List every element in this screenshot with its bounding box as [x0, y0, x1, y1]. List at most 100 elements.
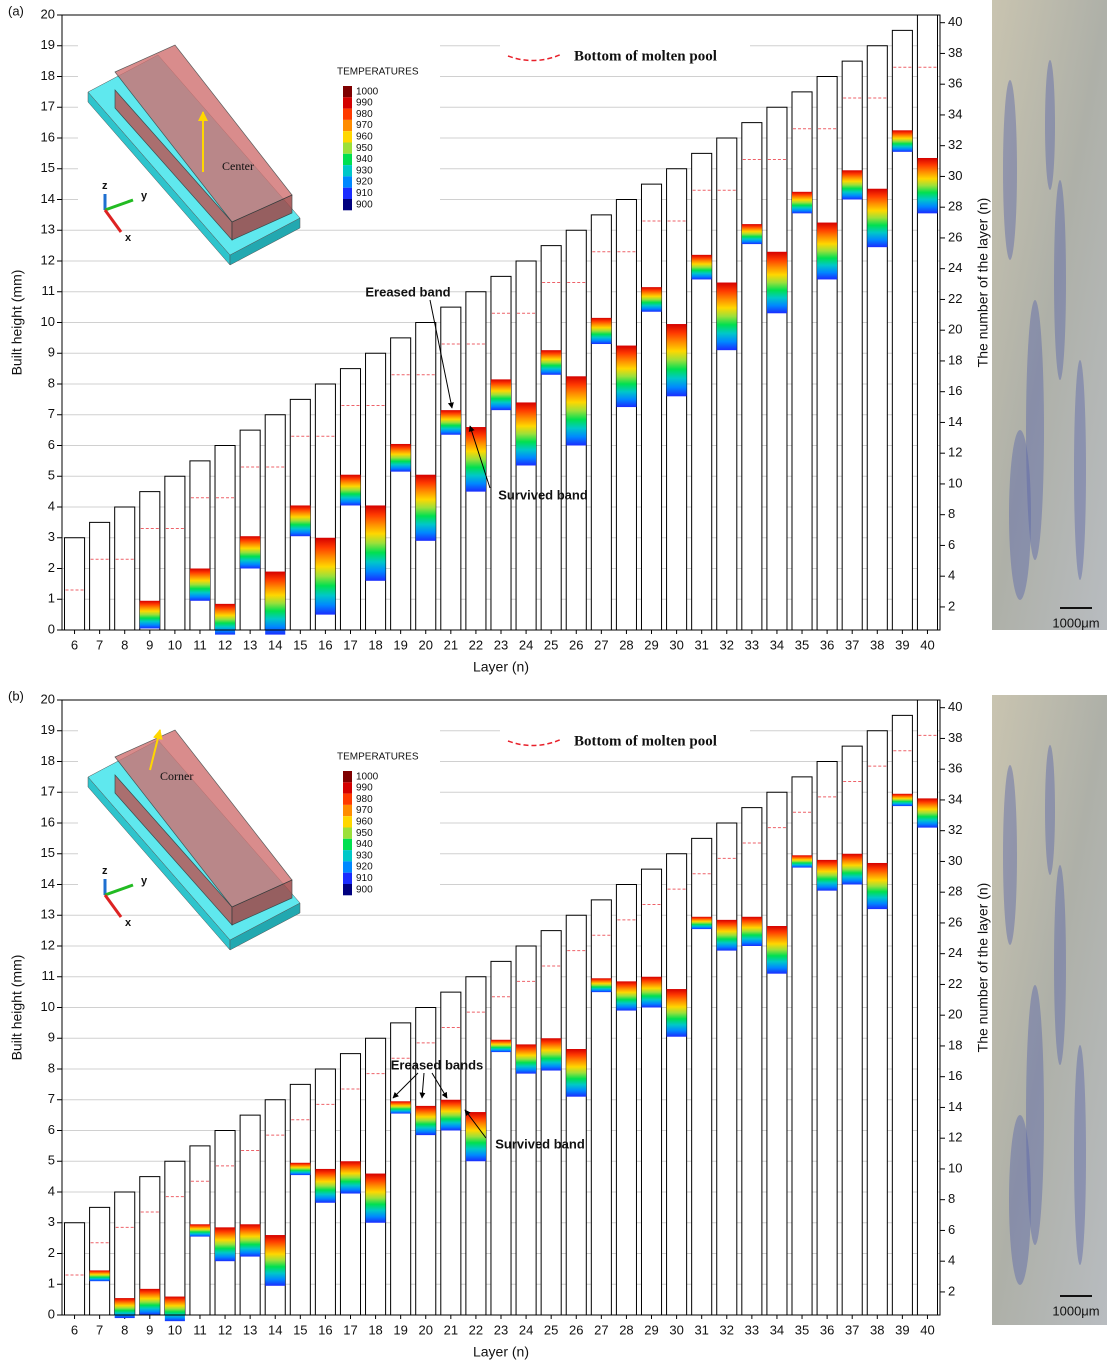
- temperature-band: [366, 505, 386, 580]
- y2-tick-label: 20: [948, 1007, 962, 1022]
- bar: [767, 107, 787, 630]
- colorbar-swatch: [343, 816, 352, 827]
- y2-tick-label: 2: [948, 598, 955, 613]
- y2-tick-label: 40: [948, 699, 962, 714]
- y-tick-label: 11: [42, 968, 56, 983]
- x-tick-label: 19: [393, 637, 407, 652]
- temperature-band: [366, 1174, 386, 1223]
- y2-tick-label: 4: [948, 1253, 955, 1268]
- colorbar-swatch: [343, 839, 352, 850]
- x-tick-label: 11: [193, 1322, 207, 1337]
- x-tick-label: 12: [218, 1322, 232, 1337]
- x-tick-label: 20: [419, 1322, 433, 1337]
- y2-tick-label: 34: [948, 106, 962, 121]
- x-tick-label: 18: [368, 637, 382, 652]
- temperature-band: [817, 860, 837, 891]
- x-tick-label: 30: [669, 1322, 683, 1337]
- y-tick-label: 13: [41, 222, 55, 237]
- y2-tick-label: 28: [948, 884, 962, 899]
- colorbar-label: 900: [356, 199, 373, 210]
- axis-label: x: [125, 917, 132, 929]
- temperature-band: [491, 1040, 511, 1052]
- micrograph-grain: [1074, 360, 1086, 580]
- x-tick-label: 27: [594, 1322, 608, 1337]
- temperature-band: [842, 170, 862, 199]
- temperature-band: [591, 978, 611, 992]
- y-tick-label: 14: [41, 191, 55, 206]
- colorbar-swatch: [343, 861, 352, 872]
- bar: [441, 307, 461, 630]
- temperature-band: [667, 324, 687, 396]
- y-tick-label: 2: [48, 560, 55, 575]
- y-tick-label: 12: [41, 252, 55, 267]
- bar: [792, 92, 812, 630]
- y-tick-label: 19: [41, 722, 55, 737]
- y-tick-label: 5: [48, 1153, 55, 1168]
- y2-tick-label: 34: [948, 791, 962, 806]
- y2-tick-label: 16: [948, 383, 962, 398]
- colorbar-label: 970: [356, 120, 373, 131]
- bar: [692, 153, 712, 630]
- x-tick-label: 17: [343, 1322, 357, 1337]
- y-tick-label: 3: [48, 529, 55, 544]
- y2-tick-label: 32: [948, 822, 962, 837]
- micrograph-grain: [1045, 745, 1055, 875]
- y-tick-label: 5: [48, 468, 55, 483]
- colorbar-swatch: [343, 771, 352, 782]
- y2-tick-label: 4: [948, 568, 955, 583]
- colorbar-label: 950: [356, 828, 373, 839]
- y-tick-label: 3: [48, 1214, 55, 1229]
- y2-tick-label: 38: [948, 730, 962, 745]
- x-tick-label: 34: [770, 637, 784, 652]
- micrograph-grain: [1009, 1115, 1031, 1285]
- temperature-band: [717, 920, 737, 951]
- temperature-band: [616, 981, 636, 1010]
- bar: [641, 184, 661, 630]
- bar: [90, 1207, 110, 1315]
- y-tick-label: 16: [41, 129, 55, 144]
- temperature-band: [190, 1224, 210, 1236]
- colorbar-label: 990: [356, 783, 373, 794]
- y-tick-label: 10: [41, 999, 55, 1014]
- x-tick-label: 21: [444, 637, 458, 652]
- bar: [441, 992, 461, 1315]
- y2-tick-label: 18: [948, 352, 962, 367]
- y2-tick-label: 28: [948, 199, 962, 214]
- panel-label: (a): [8, 3, 24, 18]
- temperature-band: [290, 505, 310, 536]
- y-tick-label: 11: [42, 283, 56, 298]
- y2-tick-label: 22: [948, 291, 962, 306]
- colorbar-label: 960: [356, 131, 373, 142]
- bar: [541, 931, 561, 1315]
- colorbar-swatch: [343, 131, 352, 142]
- x-tick-label: 26: [569, 637, 583, 652]
- micrograph-grain: [1054, 865, 1066, 1065]
- bar: [215, 446, 235, 631]
- bar: [917, 15, 937, 630]
- temperature-band: [892, 794, 912, 806]
- y-tick-label: 8: [48, 375, 55, 390]
- colorbar-swatch: [343, 176, 352, 187]
- x-tick-label: 12: [218, 637, 232, 652]
- x-tick-label: 10: [168, 637, 182, 652]
- bar: [391, 338, 411, 630]
- colorbar-label: 980: [356, 109, 373, 120]
- y2-tick-label: 36: [948, 761, 962, 776]
- inset-label: Center: [222, 159, 254, 173]
- x-tick-label: 14: [268, 637, 282, 652]
- bar: [566, 915, 586, 1315]
- panel-label: (b): [8, 688, 24, 703]
- temperature-band: [441, 410, 461, 435]
- bar: [591, 900, 611, 1315]
- y-tick-label: 1: [48, 1276, 55, 1291]
- y-tick-label: 15: [41, 160, 55, 175]
- x-tick-label: 16: [318, 1322, 332, 1337]
- bar: [190, 461, 210, 630]
- axis-label: x: [125, 232, 132, 244]
- temperature-band: [441, 1100, 461, 1131]
- y2-tick-label: 32: [948, 137, 962, 152]
- colorbar-swatch: [343, 143, 352, 154]
- temperature-band: [190, 569, 210, 601]
- temperature-band: [90, 1270, 110, 1281]
- y2-tick-label: 6: [948, 537, 955, 552]
